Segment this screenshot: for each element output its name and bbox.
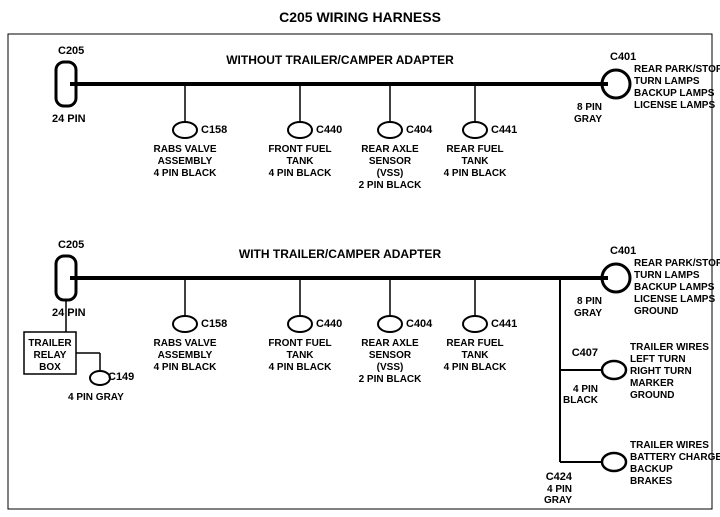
svg-text:FRONT FUEL: FRONT FUEL — [268, 338, 331, 349]
svg-text:C404: C404 — [406, 124, 433, 136]
svg-text:24 PIN: 24 PIN — [52, 307, 86, 319]
svg-text:4 PIN BLACK: 4 PIN BLACK — [269, 362, 333, 373]
svg-text:TRAILER WIRES: TRAILER WIRES — [630, 440, 709, 451]
svg-text:GRAY: GRAY — [574, 114, 602, 125]
subtitle-without: WITHOUT TRAILER/CAMPER ADAPTER — [226, 53, 454, 67]
wiring-diagram: C205 WIRING HARNESS WITHOUT TRAILER/CAMPE… — [0, 0, 720, 517]
svg-text:4 PIN BLACK: 4 PIN BLACK — [269, 168, 333, 179]
svg-text:REAR PARK/STOP: REAR PARK/STOP — [634, 258, 720, 269]
svg-text:REAR AXLE: REAR AXLE — [361, 144, 419, 155]
svg-text:4 PIN BLACK: 4 PIN BLACK — [154, 362, 218, 373]
svg-text:LICENSE LAMPS: LICENSE LAMPS — [634, 294, 715, 305]
svg-text:8 PIN: 8 PIN — [577, 296, 602, 307]
svg-text:GRAY: GRAY — [544, 495, 572, 506]
svg-text:4 PIN GRAY: 4 PIN GRAY — [68, 392, 124, 403]
svg-text:TANK: TANK — [461, 350, 489, 361]
svg-text:BLACK: BLACK — [563, 395, 599, 406]
svg-text:24 PIN: 24 PIN — [52, 113, 86, 125]
svg-text:RABS VALVE: RABS VALVE — [154, 144, 217, 155]
connector-c401-label: C401 — [610, 51, 636, 63]
svg-text:(VSS): (VSS) — [377, 362, 404, 373]
svg-text:TRAILER WIRES: TRAILER WIRES — [630, 342, 709, 353]
svg-text:RABS VALVE: RABS VALVE — [154, 338, 217, 349]
svg-text:C149: C149 — [108, 371, 134, 383]
svg-text:C440: C440 — [316, 124, 342, 136]
subtitle-with: WITH TRAILER/CAMPER ADAPTER — [239, 247, 442, 261]
svg-text:FRONT FUEL: FRONT FUEL — [268, 144, 331, 155]
svg-text:4 PIN: 4 PIN — [573, 384, 598, 395]
svg-text:TANK: TANK — [286, 350, 314, 361]
svg-text:C440: C440 — [316, 318, 342, 330]
svg-text:REAR FUEL: REAR FUEL — [446, 338, 503, 349]
svg-text:TANK: TANK — [286, 156, 314, 167]
connector-c205-label: C205 — [58, 239, 84, 251]
svg-text:GROUND: GROUND — [630, 390, 674, 401]
svg-text:TANK: TANK — [461, 156, 489, 167]
svg-text:C424: C424 — [546, 471, 573, 483]
svg-text:REAR PARK/STOP: REAR PARK/STOP — [634, 64, 720, 75]
connector-c401-label: C401 — [610, 245, 636, 257]
svg-text:GROUND: GROUND — [634, 306, 678, 317]
svg-text:BACKUP LAMPS: BACKUP LAMPS — [634, 88, 715, 99]
svg-text:LICENSE LAMPS: LICENSE LAMPS — [634, 100, 715, 111]
svg-text:(VSS): (VSS) — [377, 168, 404, 179]
svg-text:C407: C407 — [572, 347, 598, 359]
svg-text:BACKUP LAMPS: BACKUP LAMPS — [634, 282, 715, 293]
svg-text:4 PIN: 4 PIN — [547, 484, 572, 495]
svg-text:BATTERY CHARGE: BATTERY CHARGE — [630, 452, 720, 463]
svg-text:RELAY: RELAY — [34, 350, 67, 361]
svg-text:BOX: BOX — [39, 362, 61, 373]
svg-text:2 PIN BLACK: 2 PIN BLACK — [359, 180, 423, 191]
svg-text:BACKUP: BACKUP — [630, 464, 673, 475]
svg-text:ASSEMBLY: ASSEMBLY — [158, 156, 213, 167]
svg-text:ASSEMBLY: ASSEMBLY — [158, 350, 213, 361]
svg-text:2 PIN BLACK: 2 PIN BLACK — [359, 374, 423, 385]
svg-text:C441: C441 — [491, 124, 517, 136]
svg-text:SENSOR: SENSOR — [369, 156, 412, 167]
svg-text:TURN LAMPS: TURN LAMPS — [634, 270, 700, 281]
svg-text:4 PIN BLACK: 4 PIN BLACK — [444, 362, 508, 373]
svg-text:RIGHT TURN: RIGHT TURN — [630, 366, 692, 377]
svg-text:REAR FUEL: REAR FUEL — [446, 144, 503, 155]
svg-text:TRAILER: TRAILER — [28, 338, 72, 349]
connector-c205-label: C205 — [58, 45, 84, 57]
svg-text:GRAY: GRAY — [574, 308, 602, 319]
svg-text:MARKER: MARKER — [630, 378, 675, 389]
svg-text:4 PIN BLACK: 4 PIN BLACK — [154, 168, 218, 179]
svg-text:BRAKES: BRAKES — [630, 476, 673, 487]
svg-text:C158: C158 — [201, 318, 227, 330]
svg-text:8 PIN: 8 PIN — [577, 102, 602, 113]
svg-text:C441: C441 — [491, 318, 517, 330]
svg-text:REAR AXLE: REAR AXLE — [361, 338, 419, 349]
svg-text:4 PIN BLACK: 4 PIN BLACK — [444, 168, 508, 179]
svg-text:C158: C158 — [201, 124, 227, 136]
svg-text:C404: C404 — [406, 318, 433, 330]
svg-text:LEFT TURN: LEFT TURN — [630, 354, 686, 365]
svg-text:SENSOR: SENSOR — [369, 350, 412, 361]
svg-text:TURN LAMPS: TURN LAMPS — [634, 76, 700, 87]
diagram-title: C205 WIRING HARNESS — [279, 9, 441, 25]
